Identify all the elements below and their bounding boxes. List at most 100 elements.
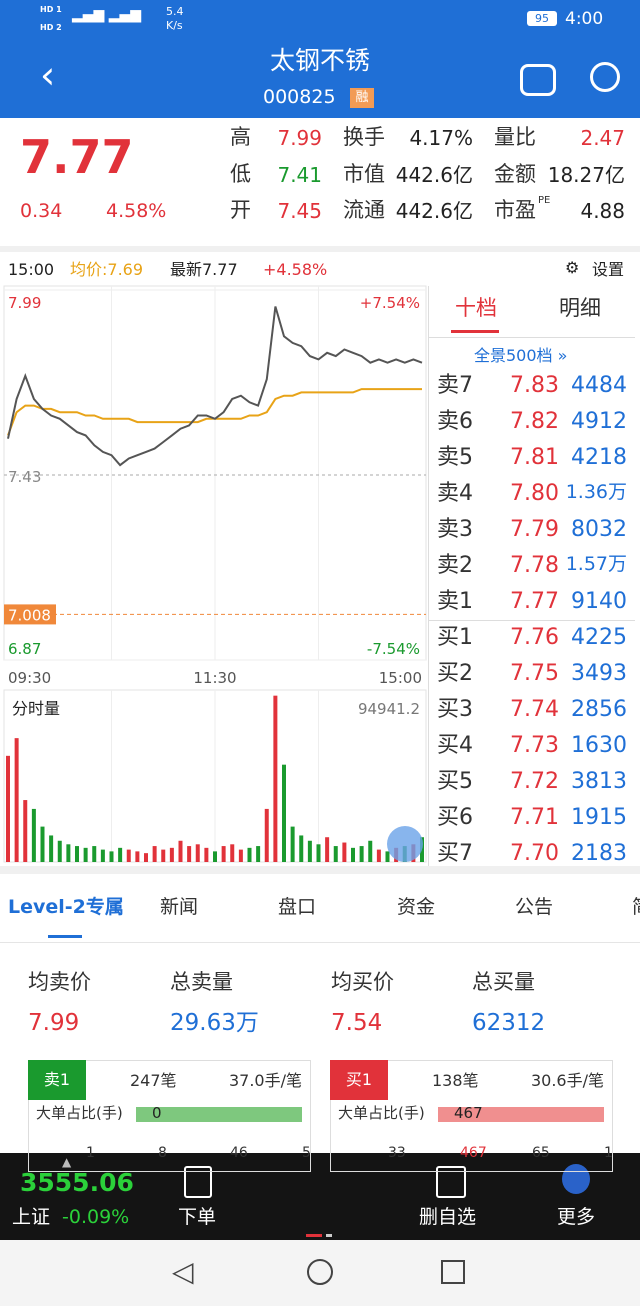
volume-bar	[152, 846, 157, 862]
book-price: 7.71	[510, 805, 559, 830]
summary-value: 7.99	[28, 1010, 80, 1036]
stat-label: 金额	[494, 162, 536, 186]
summary-label: 均卖价	[28, 970, 91, 994]
order-icon[interactable]	[184, 1166, 212, 1198]
page-dot	[306, 1234, 322, 1237]
x-tick-label: 09:30	[8, 669, 51, 687]
volume-bar	[376, 849, 381, 862]
box-avg: 30.6手/笔	[530, 1071, 604, 1090]
last-price: 7.77	[20, 130, 134, 184]
book-side: 买4	[437, 733, 473, 758]
volume-bar	[325, 837, 330, 862]
volume-label: 分时量	[12, 699, 60, 718]
info-time: 15:00	[8, 260, 55, 279]
volume-bar	[66, 844, 71, 862]
book-volume: 2183	[571, 841, 627, 866]
ref-label: 7.008	[8, 606, 51, 624]
stat-label: 市值	[343, 162, 385, 186]
book-price: 7.73	[510, 733, 559, 758]
box-big-bar	[136, 1107, 302, 1122]
stat-label: 低	[230, 162, 251, 186]
summary-value: 62312	[472, 1010, 546, 1036]
more-icon[interactable]	[562, 1164, 590, 1194]
remove-icon[interactable]	[436, 1166, 466, 1198]
book-side: 卖1	[437, 589, 473, 614]
book-volume: 4484	[571, 373, 627, 398]
back-button[interactable]: ‹	[40, 53, 56, 97]
stat-sup: PE	[538, 195, 551, 206]
volume-bar	[178, 840, 183, 862]
bottom-bar	[0, 1153, 640, 1240]
margin-tag: 融	[350, 88, 374, 108]
page-dot	[326, 1234, 332, 1237]
book-price: 7.79	[510, 517, 559, 542]
box-cell: 5	[302, 1145, 311, 1161]
divider	[0, 866, 640, 874]
book-side: 买6	[437, 805, 473, 830]
volume-bar	[256, 846, 261, 862]
settings-icon[interactable]: ⚙	[565, 258, 580, 277]
box-tag: 买1	[330, 1060, 388, 1100]
book-volume: 2856	[571, 697, 627, 722]
volume-bar	[221, 846, 226, 862]
book-tab: 明细	[559, 296, 601, 320]
x-tick-label: 11:30	[193, 669, 236, 687]
order-button[interactable]: 下单	[178, 1206, 217, 1228]
box-big-label: 大单占比(手)	[36, 1104, 123, 1122]
nav-recent[interactable]	[441, 1260, 465, 1284]
book-tab-line	[451, 330, 499, 333]
stat-value: 4.17%	[409, 126, 473, 150]
book-price: 7.77	[510, 589, 559, 614]
tab: 简	[632, 898, 640, 917]
box-cell: 467	[460, 1145, 487, 1161]
index-pct: -0.09%	[62, 1206, 130, 1228]
nav-back[interactable]: ◁	[172, 1255, 194, 1288]
volume-bar	[342, 842, 347, 862]
remove-button[interactable]: 删自选	[419, 1206, 477, 1228]
book-price: 7.81	[510, 445, 559, 470]
info-pct: +4.58%	[263, 260, 328, 279]
stat-value: 18.27亿	[547, 163, 625, 187]
volume-bar	[351, 847, 355, 862]
stat-value: 442.6亿	[395, 163, 473, 187]
book-side: 卖5	[437, 445, 473, 470]
book-price: 7.76	[510, 625, 559, 650]
tab-indicator	[48, 935, 82, 938]
stat-label: 换手	[343, 125, 385, 149]
summary-label: 总买量	[472, 970, 535, 994]
tab: 公告	[515, 896, 554, 918]
book-volume: 3493	[571, 661, 627, 686]
volume-bar	[118, 847, 123, 862]
volume-bar	[75, 846, 79, 862]
book-price: 7.74	[510, 697, 559, 722]
summary-label: 总卖量	[170, 970, 233, 994]
stock-name: 太钢不锈	[269, 46, 370, 75]
divider	[429, 337, 635, 338]
volume-bar	[109, 851, 114, 862]
nav-home[interactable]	[307, 1259, 333, 1285]
settings-label[interactable]: 设置	[592, 260, 625, 279]
volume-bar	[100, 849, 105, 862]
intraday-chart: 7.99 7.43 6.87 +7.54% -7.54% 7.008 09:30 11:30 1…	[3, 285, 427, 863]
box-avg: 37.0手/笔	[228, 1071, 302, 1090]
box-frame	[28, 1060, 311, 1172]
summary-value: 29.63万	[170, 1010, 259, 1036]
volume-bar	[49, 835, 54, 862]
divider	[0, 942, 640, 943]
more-button[interactable]: 更多	[557, 1206, 596, 1228]
volume-bar	[31, 808, 36, 862]
search-icon[interactable]	[590, 62, 620, 92]
service-icon[interactable]	[520, 64, 556, 96]
book-volume: 1630	[571, 733, 627, 758]
divider	[429, 620, 635, 621]
book-side: 卖6	[437, 409, 473, 434]
expand-arrow[interactable]: ▲	[62, 1155, 72, 1169]
volume-bar	[169, 847, 174, 862]
info-avg: 均价:7.69	[70, 260, 144, 279]
book-volume: 3813	[571, 769, 627, 794]
sim-label: HD 1	[40, 5, 62, 14]
stat-value: 7.41	[277, 163, 322, 187]
box-cell: 8	[158, 1145, 167, 1161]
volume-bar	[282, 764, 286, 862]
